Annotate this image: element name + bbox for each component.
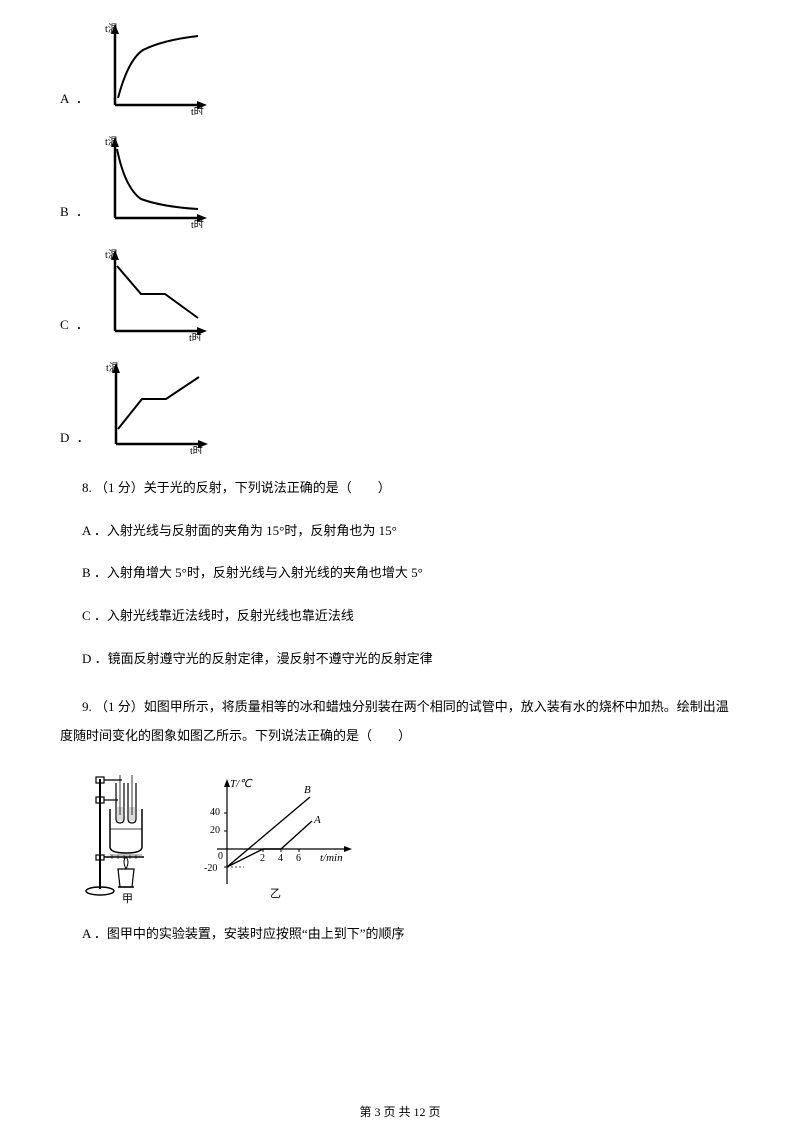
q9-figure-jia: 甲 <box>82 769 162 904</box>
ytick-40: 40 <box>210 807 220 818</box>
x-axis-label: t时 <box>191 219 204 228</box>
q9-figures: 甲 40 20 0 -20 2 4 6 T/℃ t/min A B 乙 <box>82 769 740 904</box>
q8-option-a: A ．入射光线与反射面的夹角为 15°时，反射角也为 15° <box>82 519 740 544</box>
y-axis-label: t温 <box>106 362 119 374</box>
xtick-6: 6 <box>296 853 301 864</box>
option-a-label: A ． <box>60 88 91 115</box>
option-b-row: B ． t温 t时 <box>60 133 740 228</box>
option-a-chart: t温 t时 <box>103 20 213 115</box>
y-axis-label: t温 <box>105 249 118 261</box>
ytick-20: 20 <box>210 825 220 836</box>
option-b-label: B ． <box>60 201 91 228</box>
series-b-label: B <box>304 784 311 796</box>
y-axis-label: t温 <box>105 136 118 148</box>
y-axis-label: T/℃ <box>230 778 253 790</box>
q8-option-d: D ．镜面反射遵守光的反射定律，漫反射不遵守光的反射定律 <box>82 647 740 672</box>
y-axis-label: t温 <box>105 23 118 35</box>
x-axis-label: t时 <box>191 106 204 115</box>
ytick-n20: -20 <box>204 863 217 874</box>
x-axis-label: t/min <box>320 852 343 864</box>
q9-figure-yi: 40 20 0 -20 2 4 6 T/℃ t/min A B 乙 <box>192 769 362 904</box>
page-footer: 第 3 页 共 12 页 <box>0 1103 800 1120</box>
x-axis-label: t时 <box>190 445 203 454</box>
option-a-row: A ． t温 t时 <box>60 20 740 115</box>
option-c-label: C ． <box>60 314 91 341</box>
ytick-0: 0 <box>218 851 223 862</box>
figure-jia-label: 甲 <box>122 893 133 904</box>
xtick-2: 2 <box>260 853 265 864</box>
option-d-chart: t温 t时 <box>104 359 214 454</box>
q8-stem: 8. （1 分）关于光的反射，下列说法正确的是（ ） <box>82 476 740 501</box>
q9-stem: 9. （1 分）如图甲所示，将质量相等的冰和蜡烛分别装在两个相同的试管中，放入装… <box>60 693 740 750</box>
series-a-label: A <box>313 814 321 826</box>
option-d-row: D ． t温 t时 <box>60 359 740 454</box>
figure-yi-label: 乙 <box>270 887 281 900</box>
q9-option-a: A ．图甲中的实验装置，安装时应按照“由上到下”的顺序 <box>82 922 740 947</box>
option-d-label: D ． <box>60 427 92 454</box>
option-c-chart: t温 t时 <box>103 246 213 341</box>
q8-option-c: C ．入射光线靠近法线时，反射光线也靠近法线 <box>82 604 740 629</box>
x-axis-label: t时 <box>189 332 202 341</box>
q8-option-b: B ．入射角增大 5°时，反射光线与入射光线的夹角也增大 5° <box>82 561 740 586</box>
option-c-row: C ． t温 t时 <box>60 246 740 341</box>
xtick-4: 4 <box>278 853 283 864</box>
option-b-chart: t温 t时 <box>103 133 213 228</box>
